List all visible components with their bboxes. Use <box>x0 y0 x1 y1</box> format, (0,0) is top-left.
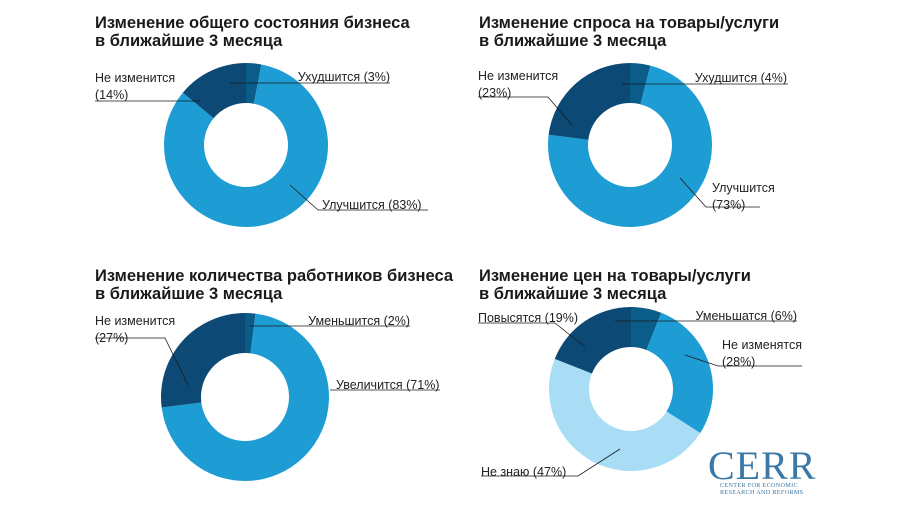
chart-panel-employees: Уменьшится (2%) Увеличится (71%) Не измени… <box>0 253 453 506</box>
data-label-не-знаю: Не знаю (47%) <box>481 465 566 479</box>
data-label-не-изменится: Не изменится <box>95 314 175 328</box>
data-label-не-изменится: (14%) <box>95 88 128 102</box>
leader-line-не-изменятся <box>684 354 802 367</box>
donut-chart-business-state: Ухудшится (3%) Улучшится (83%) Не изменитс… <box>95 63 428 228</box>
slice-не-знаю <box>549 358 701 471</box>
chart-title: Изменение спроса на товары/услуги в ближ… <box>479 14 779 50</box>
slice-не-изменятся <box>646 312 713 433</box>
donut-chart-employees: Уменьшится (2%) Увеличится (71%) Не измени… <box>95 313 440 481</box>
data-label-уменьшатся: Уменьшатся (6%) <box>695 309 797 323</box>
chart-title-line-1: Изменение спроса на товары/услуги <box>479 14 780 32</box>
slice-увеличится <box>161 313 329 481</box>
data-label-не-изменится: Не изменится <box>95 71 175 85</box>
logo-wordmark: CERR <box>708 443 817 488</box>
slice-повысятся <box>554 307 631 374</box>
chart-panel-demand: Ухудшится (4%) Улучшится (73%) Не изменится… <box>450 0 900 253</box>
donut-chart-demand: Ухудшится (4%) Улучшится (73%) Не изменится… <box>478 63 788 228</box>
logo-subtitle: CENTER FOR ECONOMIC RESEARCH AND REFORMS <box>720 482 803 496</box>
chart-title-line-1: Изменение количества работников бизнеса <box>95 267 454 285</box>
chart-panel-prices: Уменьшатся (6%) Не изменятся (28%) Не знаю … <box>450 253 900 506</box>
chart-title-line-2: в ближайшие 3 месяца <box>95 285 283 303</box>
slice-не-изменится <box>161 313 245 408</box>
chart-title-line-2: в ближайшие 3 месяца <box>479 285 667 303</box>
slice-улучшится <box>164 64 328 228</box>
donut-chart-prices: Уменьшатся (6%) Не изменятся (28%) Не знаю … <box>478 307 802 479</box>
leader-line-не-изменится <box>478 96 573 126</box>
leader-line-улучшится <box>289 184 428 211</box>
data-label-повысятся: Повысятся (19%) <box>478 311 578 325</box>
data-label-ухудшится: Ухудшится (4%) <box>695 71 787 85</box>
data-label-не-изменится: Не изменится <box>478 69 558 83</box>
chart-title-line-2: в ближайшие 3 месяца <box>95 32 283 50</box>
leader-line-повысятся <box>478 322 586 348</box>
slice-улучшится <box>548 65 712 228</box>
chart-title: Изменение общего состояния бизнеса в бли… <box>95 14 410 50</box>
logo-subtitle-line-1: CENTER FOR ECONOMIC <box>720 482 798 489</box>
data-label-улучшится: (73%) <box>712 198 745 212</box>
data-label-ухудшится: Ухудшится (3%) <box>298 70 390 84</box>
cerr-logo: CERR CENTER FOR ECONOMIC RESEARCH AND RE… <box>708 444 838 498</box>
leader-line-не-изменится <box>95 337 189 386</box>
leader-line-улучшится <box>679 177 760 208</box>
chart-title: Изменение количества работников бизнеса … <box>95 267 453 303</box>
slice-не-изменится <box>548 63 630 140</box>
data-label-увеличится: Увеличится (71%) <box>336 378 439 392</box>
data-label-не-изменятся: Не изменятся <box>722 338 802 352</box>
chart-title-line-1: Изменение общего состояния бизнеса <box>95 14 410 32</box>
slice-уменьшится <box>245 313 256 354</box>
slice-уменьшатся <box>631 307 662 350</box>
data-label-улучшится: Улучшится (83%) <box>322 198 422 212</box>
chart-title-line-1: Изменение цен на товары/услуги <box>479 267 751 285</box>
chart-title-line-2: в ближайшие 3 месяца <box>479 32 667 50</box>
leader-line-не-знаю <box>481 448 621 477</box>
chart-panel-business-state: Ухудшится (3%) Улучшится (83%) Не изменитс… <box>0 0 450 253</box>
data-label-не-изменятся: (28%) <box>722 355 755 369</box>
logo-subtitle-line-2: RESEARCH AND REFORMS <box>720 489 804 496</box>
data-label-уменьшится: Уменьшится (2%) <box>308 314 410 328</box>
data-label-улучшится: Улучшится <box>712 181 775 195</box>
data-label-не-изменится: (27%) <box>95 331 128 345</box>
chart-title: Изменение цен на товары/услуги в ближайш… <box>479 267 751 303</box>
data-label-не-изменится: (23%) <box>478 86 511 100</box>
slice-не-изменится <box>182 63 246 119</box>
